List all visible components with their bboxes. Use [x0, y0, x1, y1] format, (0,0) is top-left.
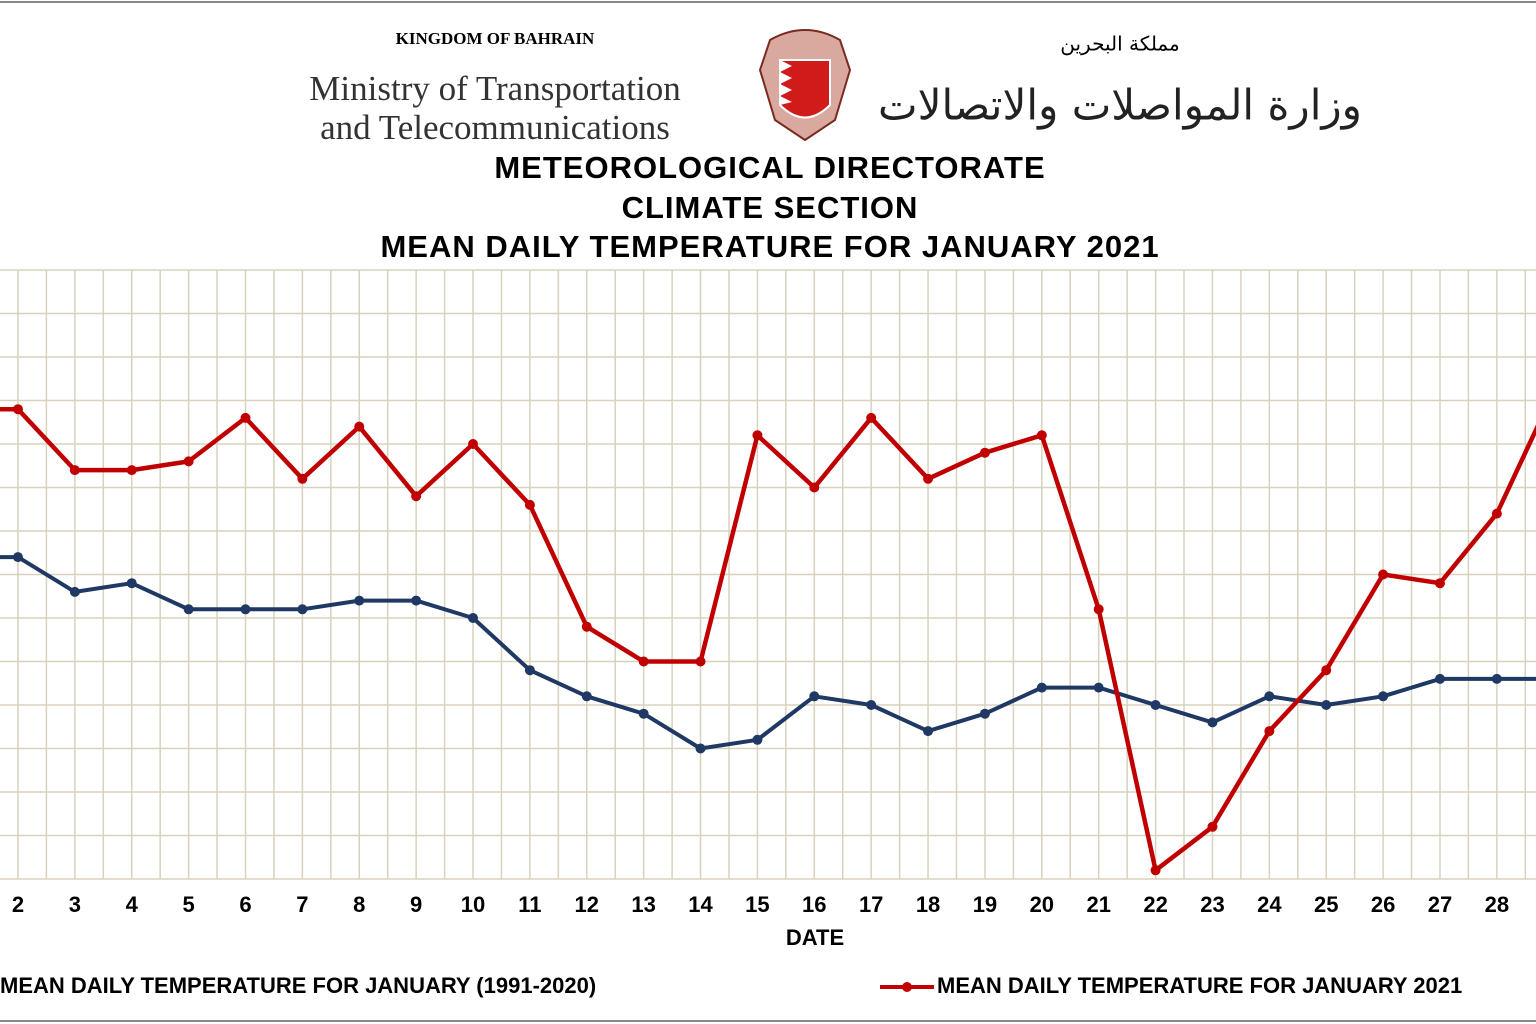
- x-tick-label: 14: [688, 892, 713, 917]
- data-point: [923, 726, 934, 737]
- x-tick-label: 13: [631, 892, 655, 917]
- chart-title: METEOROLOGICAL DIRECTORATE: [494, 150, 1045, 185]
- data-point: [524, 499, 535, 510]
- data-point: [979, 708, 990, 719]
- data-point: [695, 656, 706, 667]
- data-point: [866, 700, 877, 710]
- x-tick-label: 27: [1428, 892, 1452, 917]
- x-tick-label: 16: [802, 892, 826, 917]
- data-point: [1093, 604, 1104, 615]
- data-point: [354, 595, 365, 606]
- x-tick-label: 12: [575, 892, 599, 917]
- data-point: [1036, 682, 1047, 693]
- data-point: [638, 708, 649, 719]
- legend-marker: [902, 982, 912, 992]
- data-point: [240, 412, 251, 423]
- data-point: [524, 665, 535, 676]
- x-tick-label: 9: [410, 892, 422, 917]
- data-point: [923, 473, 934, 484]
- x-tick-label: 19: [973, 892, 997, 917]
- data-point: [1150, 865, 1161, 876]
- x-tick-label: 10: [461, 892, 485, 917]
- x-tick-label: 25: [1314, 892, 1338, 917]
- x-tick-label: 7: [296, 892, 308, 917]
- data-point: [411, 491, 422, 502]
- x-tick-label: 28: [1485, 892, 1509, 917]
- x-tick-label: 24: [1257, 892, 1282, 917]
- data-point: [979, 447, 990, 458]
- data-point: [1321, 665, 1332, 676]
- kingdom-label: KINGDOM OF BAHRAIN: [396, 29, 595, 48]
- data-point: [752, 430, 763, 441]
- data-point: [1491, 673, 1502, 684]
- x-tick-label: 2: [12, 892, 24, 917]
- data-point: [12, 404, 23, 415]
- data-point: [695, 743, 706, 754]
- data-point: [809, 482, 820, 493]
- data-point: [1378, 691, 1389, 702]
- data-point: [126, 578, 137, 589]
- x-tick-label: 26: [1371, 892, 1395, 917]
- data-point: [69, 465, 80, 476]
- x-tick-label: 8: [353, 892, 365, 917]
- data-point: [468, 439, 479, 449]
- data-point: [411, 595, 422, 606]
- data-point: [1150, 700, 1161, 710]
- chart-subtitle: MEAN DAILY TEMPERATURE FOR JANUARY 2021: [380, 229, 1159, 264]
- data-point: [126, 465, 137, 476]
- data-point: [1321, 700, 1332, 710]
- data-point: [1434, 673, 1445, 684]
- legend-label: MEAN DAILY TEMPERATURE FOR JANUARY (1991…: [0, 973, 596, 998]
- plot-area: 2 3 4 5 6 7 8 9 10 11 12 13 14 15 16 17 18 19 20 21 22 23 24 25…: [0, 269, 1536, 917]
- ministry-name: Ministry of Transportation: [309, 69, 680, 108]
- data-point: [240, 604, 251, 615]
- data-point: [12, 552, 23, 563]
- x-tick-label: 15: [745, 892, 769, 917]
- x-tick-label: 3: [69, 892, 81, 917]
- x-tick-label: 4: [126, 892, 139, 917]
- data-point: [1093, 682, 1104, 693]
- emblem: [758, 29, 852, 142]
- data-point: [1207, 821, 1218, 832]
- legend-label: MEAN DAILY TEMPERATURE FOR JANUARY 2021: [937, 973, 1462, 998]
- data-point: [581, 691, 592, 702]
- x-tick-label: 17: [859, 892, 883, 917]
- x-tick-label: 21: [1086, 892, 1110, 917]
- data-point: [581, 621, 592, 632]
- x-tick-label: 22: [1143, 892, 1167, 917]
- data-point: [638, 656, 649, 667]
- data-point: [183, 604, 194, 615]
- data-point: [809, 691, 820, 702]
- data-point: [1207, 717, 1218, 728]
- data-point: [297, 473, 308, 484]
- data-point: [1036, 430, 1047, 441]
- x-tick-label: 23: [1200, 892, 1224, 917]
- x-axis-label: DATE: [786, 925, 844, 950]
- data-point: [183, 456, 194, 467]
- data-point: [1264, 726, 1275, 737]
- data-point: [1491, 508, 1502, 519]
- chart-subtitle: CLIMATE SECTION: [622, 190, 919, 225]
- data-point: [866, 412, 877, 423]
- data-point: [297, 604, 308, 615]
- data-point: [1378, 569, 1389, 580]
- x-tick-label: 11: [518, 892, 541, 917]
- data-point: [69, 586, 80, 597]
- ministry-name: and Telecommunications: [320, 108, 670, 147]
- x-tick-label: 5: [182, 892, 194, 917]
- x-tick-label: 20: [1030, 892, 1054, 917]
- x-tick-label: 6: [239, 892, 251, 917]
- data-point: [468, 613, 479, 623]
- data-point: [354, 421, 365, 432]
- data-point: [752, 734, 763, 745]
- x-tick-label: 18: [916, 892, 940, 917]
- data-point: [1434, 578, 1445, 589]
- arabic-kingdom: مملكة البحرين: [1060, 32, 1179, 56]
- data-point: [1264, 691, 1275, 702]
- arabic-ministry: وزارة المواصلات والاتصالات: [878, 81, 1362, 130]
